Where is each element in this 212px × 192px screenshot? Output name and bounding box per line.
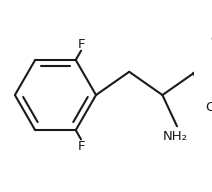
Text: O: O <box>211 33 212 46</box>
Text: F: F <box>78 38 85 51</box>
Text: F: F <box>78 140 85 153</box>
Text: O: O <box>206 101 212 114</box>
Text: NH₂: NH₂ <box>163 130 188 143</box>
